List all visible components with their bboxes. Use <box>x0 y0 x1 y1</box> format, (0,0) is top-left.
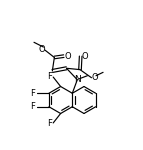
Text: F: F <box>30 89 35 98</box>
Text: F: F <box>47 119 52 128</box>
Text: O: O <box>92 73 98 82</box>
Text: F: F <box>47 72 52 81</box>
Text: O: O <box>64 52 71 61</box>
Text: N: N <box>74 75 81 84</box>
Text: O: O <box>38 45 45 54</box>
Text: F: F <box>30 102 35 111</box>
Text: O: O <box>81 52 88 61</box>
